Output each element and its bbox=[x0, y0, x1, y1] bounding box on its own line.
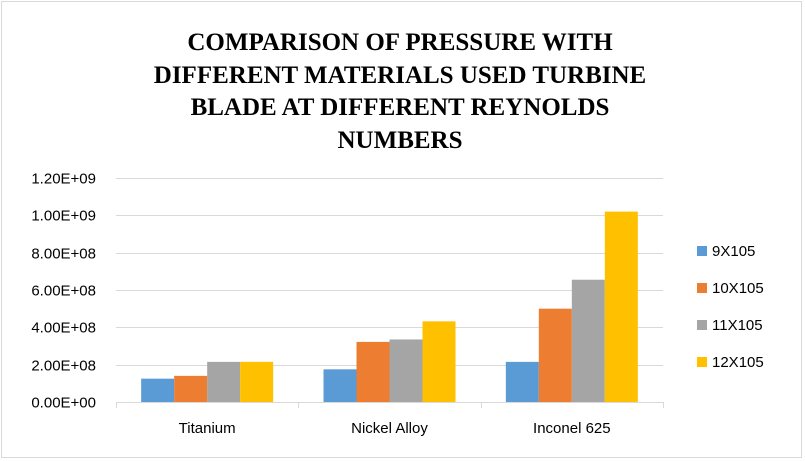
legend: 9X105 10X105 11X105 12X105 bbox=[697, 243, 764, 371]
bar-9X105-inconel-625 bbox=[505, 361, 539, 402]
bar-10X105-nickel-alloy bbox=[356, 341, 390, 402]
legend-label: 11X105 bbox=[712, 317, 763, 334]
legend-swatch bbox=[697, 357, 707, 367]
bar-11X105-titanium bbox=[207, 361, 241, 402]
bar-9X105-titanium bbox=[141, 378, 175, 402]
y-tick-label: 1.00E+09 bbox=[31, 208, 96, 225]
bar-11X105-inconel-625 bbox=[571, 279, 605, 402]
x-tick-label: Nickel Alloy bbox=[351, 420, 428, 437]
y-tick-label: 1.20E+09 bbox=[31, 171, 96, 188]
chart-title: COMPARISON OF PRESSURE WITH DIFFERENT MA… bbox=[153, 29, 647, 154]
y-tick-label: 6.00E+08 bbox=[31, 283, 96, 300]
x-axis-tick-labels: Titanium Nickel Alloy Inconel 625 bbox=[179, 420, 611, 437]
y-axis-tick-labels: 0.00E+00 2.00E+08 4.00E+08 6.00E+08 8.00E+08… bbox=[31, 171, 96, 412]
bar-12X105-nickel-alloy bbox=[422, 321, 456, 402]
bar-11X105-nickel-alloy bbox=[389, 339, 423, 402]
legend-label: 9X105 bbox=[712, 243, 755, 260]
bar-10X105-inconel-625 bbox=[538, 308, 572, 402]
y-tick-label: 0.00E+00 bbox=[31, 395, 96, 412]
x-tick-label: Titanium bbox=[179, 420, 236, 437]
legend-swatch bbox=[697, 283, 707, 293]
legend-label: 12X105 bbox=[712, 354, 764, 371]
bar-12X105-titanium bbox=[240, 361, 274, 402]
x-axis bbox=[116, 402, 664, 408]
bars bbox=[141, 211, 638, 402]
x-tick-label: Inconel 625 bbox=[533, 420, 611, 437]
y-tick-label: 8.00E+08 bbox=[31, 246, 96, 263]
bar-10X105-titanium bbox=[174, 375, 208, 402]
bar-12X105-inconel-625 bbox=[604, 211, 638, 402]
y-tick-label: 4.00E+08 bbox=[31, 320, 96, 337]
y-tick-label: 2.00E+08 bbox=[31, 358, 96, 375]
legend-label: 10X105 bbox=[712, 280, 764, 297]
legend-swatch bbox=[697, 246, 707, 256]
bar-9X105-nickel-alloy bbox=[323, 369, 357, 402]
legend-swatch bbox=[697, 320, 707, 330]
